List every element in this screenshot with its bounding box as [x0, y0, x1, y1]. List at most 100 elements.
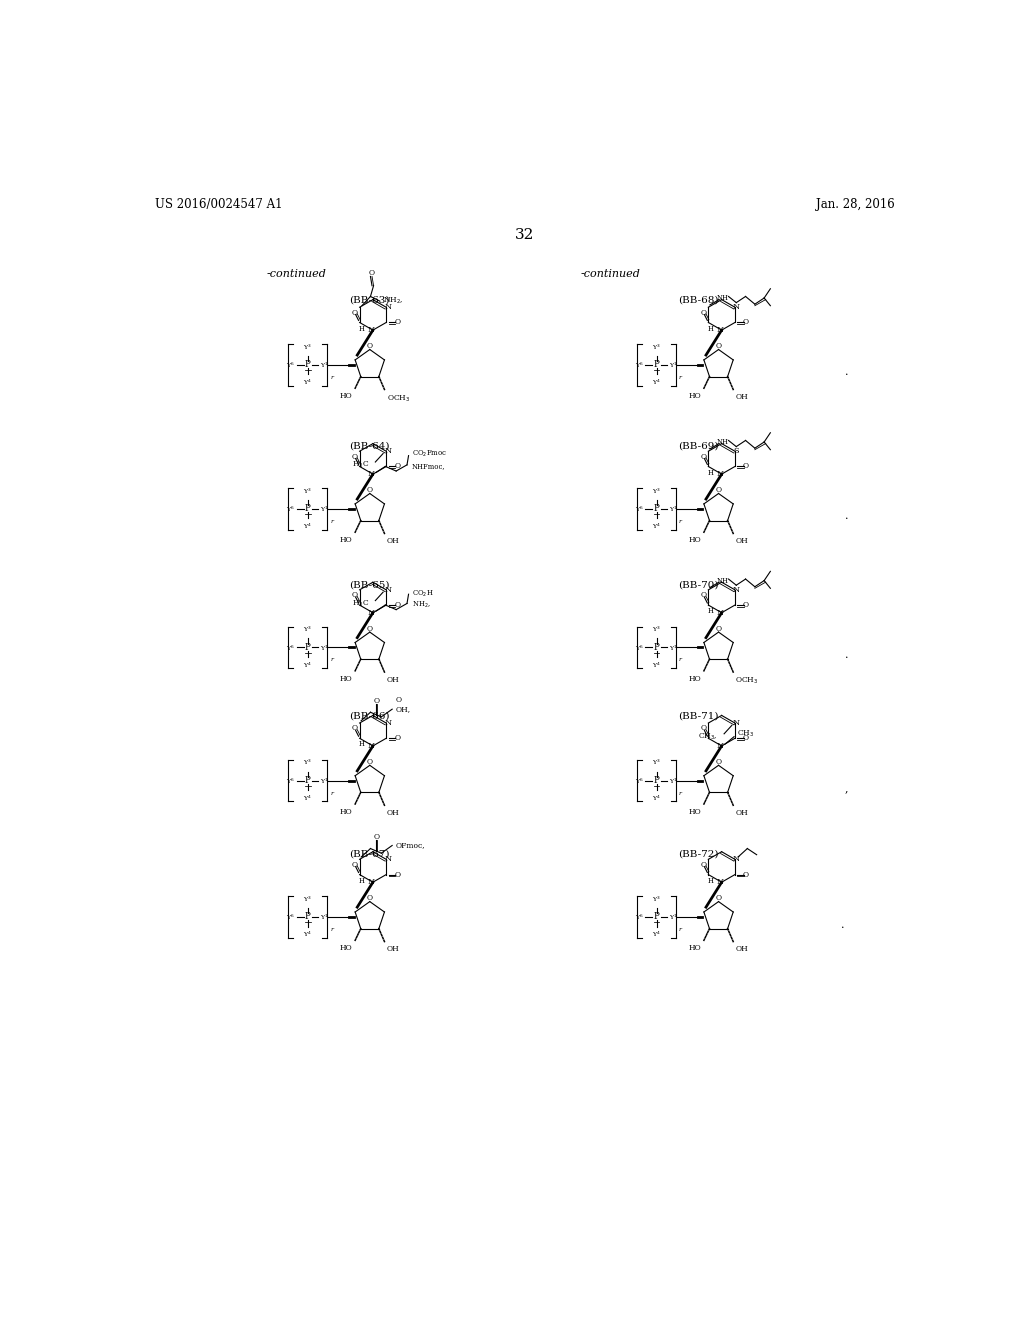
- Text: N: N: [717, 326, 724, 334]
- Text: H: H: [359, 741, 365, 748]
- Text: CO$_2$H: CO$_2$H: [412, 589, 433, 599]
- Text: (BB-67): (BB-67): [349, 850, 390, 859]
- Text: Y$^6$: Y$^6$: [635, 776, 643, 785]
- Text: O: O: [367, 758, 373, 766]
- Text: OH: OH: [735, 945, 749, 953]
- Text: HO: HO: [339, 808, 352, 816]
- Text: Y$^3$: Y$^3$: [303, 758, 312, 767]
- Text: H: H: [708, 325, 714, 333]
- Text: Y$^6$: Y$^6$: [286, 776, 295, 785]
- Text: Y$^1$: Y$^1$: [321, 913, 329, 923]
- Text: r: r: [330, 927, 333, 932]
- Text: O: O: [351, 309, 357, 317]
- Text: O: O: [743, 318, 750, 326]
- Text: O: O: [395, 696, 401, 704]
- Text: O: O: [351, 861, 357, 869]
- Text: N: N: [368, 742, 375, 750]
- Text: O: O: [374, 833, 380, 841]
- Text: H: H: [708, 469, 714, 477]
- Text: Y$^3$: Y$^3$: [652, 758, 660, 767]
- Text: OH: OH: [387, 676, 399, 684]
- Text: Y$^4$: Y$^4$: [652, 793, 660, 803]
- Text: Y$^4$: Y$^4$: [303, 378, 312, 387]
- Text: (BB-66): (BB-66): [349, 711, 390, 721]
- Text: P: P: [305, 643, 310, 652]
- Text: OCH$_3$: OCH$_3$: [387, 393, 410, 404]
- Text: N: N: [717, 609, 724, 616]
- Text: O: O: [700, 725, 707, 733]
- Text: N: N: [733, 304, 740, 312]
- Text: r: r: [330, 657, 333, 663]
- Text: S: S: [733, 447, 739, 455]
- Text: Y$^4$: Y$^4$: [303, 521, 312, 531]
- Text: N: N: [717, 742, 724, 750]
- Text: HO: HO: [688, 392, 700, 400]
- Text: N: N: [733, 855, 740, 863]
- Text: N: N: [384, 855, 391, 863]
- Text: Y$^1$: Y$^1$: [669, 643, 678, 653]
- Text: Y$^3$: Y$^3$: [303, 624, 312, 634]
- Text: Y$^1$: Y$^1$: [321, 360, 329, 370]
- Text: H$_3$C: H$_3$C: [352, 459, 369, 470]
- Text: r: r: [679, 657, 682, 663]
- Text: Y$^1$: Y$^1$: [669, 913, 678, 923]
- Text: Jan. 28, 2016: Jan. 28, 2016: [816, 198, 895, 211]
- Text: O: O: [367, 486, 373, 494]
- Text: O: O: [700, 591, 707, 599]
- Text: P: P: [305, 776, 310, 785]
- Text: OH: OH: [735, 537, 749, 545]
- Text: OH: OH: [735, 809, 749, 817]
- Text: P: P: [305, 504, 310, 513]
- Text: NH: NH: [717, 438, 728, 446]
- Text: CH$_3$: CH$_3$: [737, 729, 755, 739]
- Text: N: N: [384, 719, 391, 727]
- Text: OH: OH: [387, 537, 399, 545]
- Text: O: O: [367, 342, 373, 350]
- Text: N: N: [717, 878, 724, 886]
- Text: -continued: -continued: [581, 269, 640, 279]
- Text: O: O: [351, 725, 357, 733]
- Text: O: O: [369, 269, 375, 277]
- Text: HO: HO: [688, 536, 700, 544]
- Text: O: O: [743, 462, 750, 470]
- Text: NH: NH: [717, 577, 728, 585]
- Text: Y$^1$: Y$^1$: [321, 643, 329, 653]
- Text: r: r: [679, 375, 682, 380]
- Text: Y$^4$: Y$^4$: [303, 793, 312, 803]
- Text: Y$^6$: Y$^6$: [635, 643, 643, 653]
- Text: N: N: [733, 719, 740, 727]
- Text: O: O: [743, 601, 750, 609]
- Text: O: O: [716, 894, 722, 902]
- Text: Y$^4$: Y$^4$: [652, 378, 660, 387]
- Text: Y$^6$: Y$^6$: [286, 360, 295, 370]
- Text: Y$^3$: Y$^3$: [303, 895, 312, 904]
- Text: O: O: [394, 462, 400, 470]
- Text: P: P: [305, 912, 310, 921]
- Text: Y$^3$: Y$^3$: [303, 486, 312, 495]
- Text: O: O: [716, 624, 722, 632]
- Text: -continued: -continued: [267, 269, 327, 279]
- Text: (BB-63): (BB-63): [349, 296, 390, 305]
- Text: Y$^6$: Y$^6$: [635, 913, 643, 923]
- Text: P: P: [653, 504, 659, 513]
- Text: r: r: [330, 791, 333, 796]
- Text: r: r: [330, 375, 333, 380]
- Text: (BB-64): (BB-64): [349, 442, 390, 450]
- Text: HO: HO: [688, 808, 700, 816]
- Text: O: O: [367, 894, 373, 902]
- Text: Y$^3$: Y$^3$: [652, 342, 660, 351]
- Text: Y$^4$: Y$^4$: [303, 660, 312, 669]
- Text: Y$^3$: Y$^3$: [652, 624, 660, 634]
- Text: OH,: OH,: [395, 705, 411, 713]
- Text: Y$^1$: Y$^1$: [669, 776, 678, 785]
- Text: ,: ,: [845, 783, 848, 793]
- Text: Y$^6$: Y$^6$: [286, 913, 295, 923]
- Text: OH: OH: [387, 809, 399, 817]
- Text: P: P: [305, 360, 310, 370]
- Text: HO: HO: [339, 536, 352, 544]
- Text: O: O: [700, 309, 707, 317]
- Text: O: O: [394, 734, 400, 742]
- Text: US 2016/0024547 A1: US 2016/0024547 A1: [155, 198, 283, 211]
- Text: OH: OH: [387, 945, 399, 953]
- Text: O: O: [700, 453, 707, 461]
